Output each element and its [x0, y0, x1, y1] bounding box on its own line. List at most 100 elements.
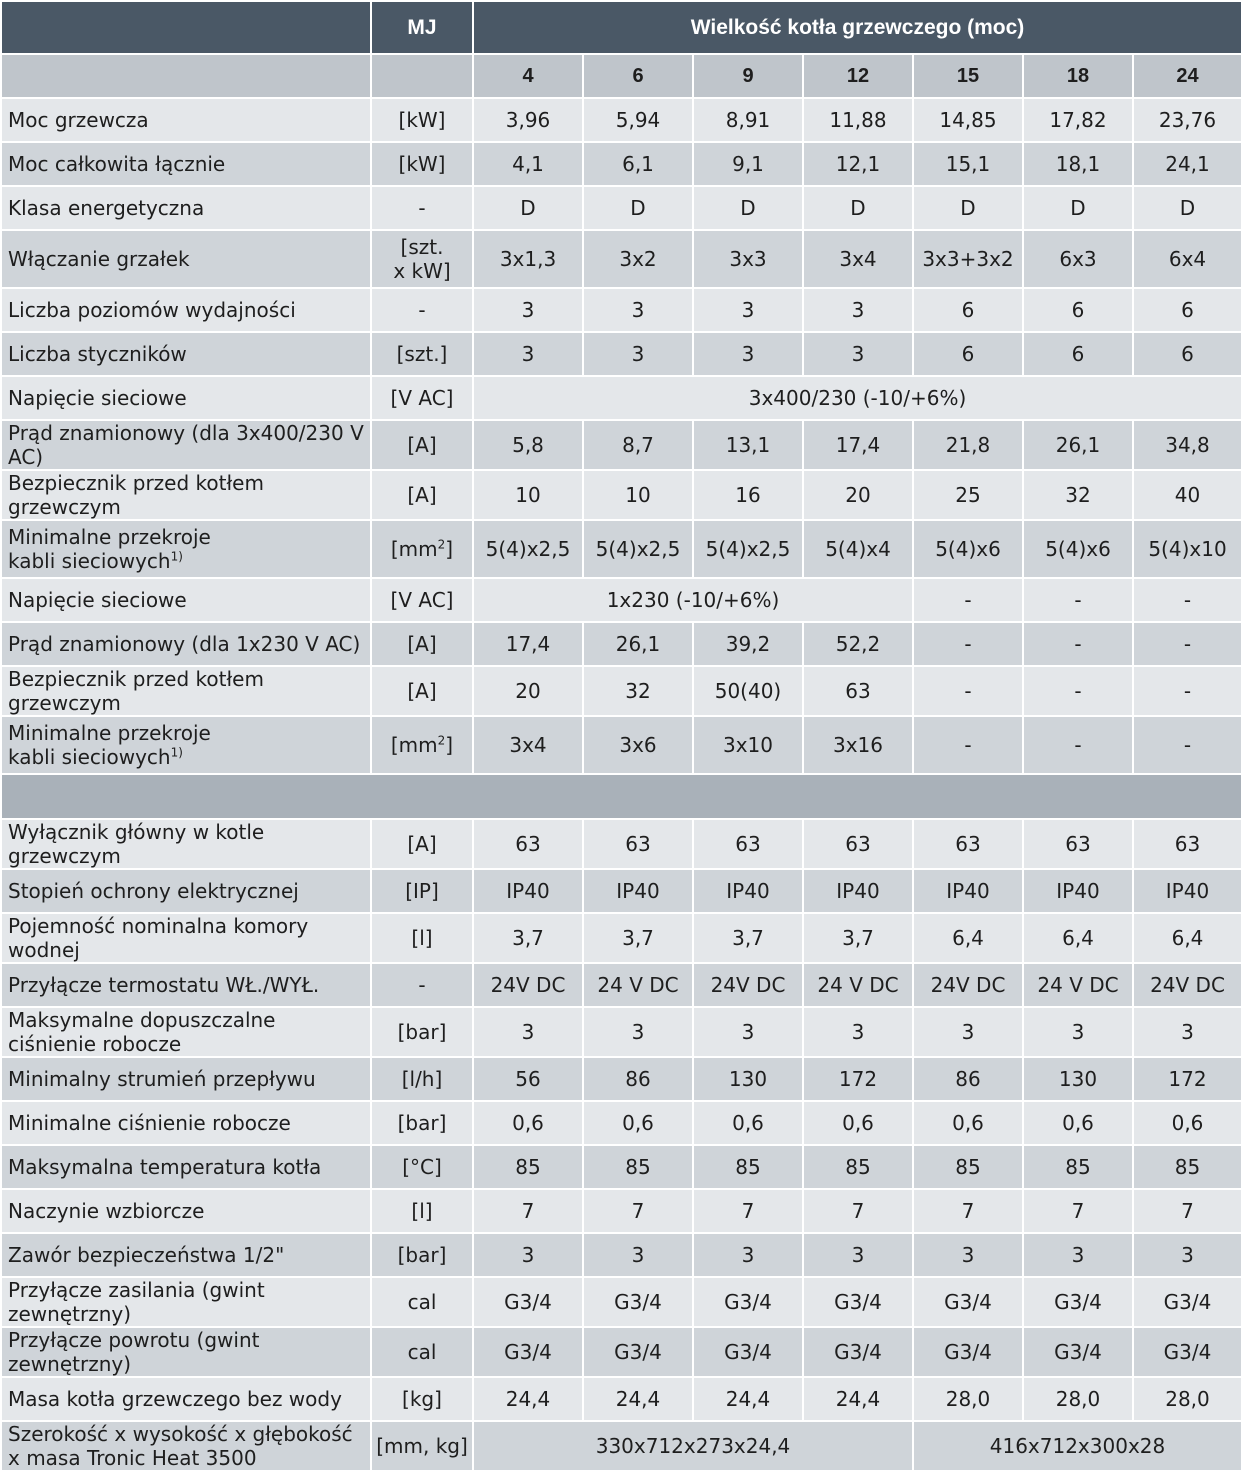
label-line: Minimalne przekroje: [8, 525, 211, 549]
row-label: Minimalny strumień przepływu: [0, 1056, 372, 1102]
cell: -: [912, 715, 1024, 775]
cell: 24 V DC: [582, 962, 694, 1008]
cell: G3/4: [472, 1326, 584, 1378]
cell: -: [912, 577, 1024, 623]
section-separator: [0, 773, 1241, 820]
cell: IP40: [472, 868, 584, 914]
header-group-title: Wielkość kotła grzewczego (moc): [472, 0, 1241, 55]
cell: 7: [472, 1188, 584, 1234]
cell: -: [1132, 621, 1241, 667]
cell: 63: [1022, 818, 1134, 870]
row-unit: [bar]: [370, 1006, 474, 1058]
label-line: x masa Tronic Heat 3500: [8, 1446, 257, 1470]
cell: G3/4: [582, 1276, 694, 1328]
unit-text: [mm: [390, 733, 438, 757]
table-row: Minimalne ciśnienie robocze [bar] 0,6 0,…: [0, 1100, 1241, 1146]
cell: 18,1: [1022, 141, 1134, 187]
cell: 3: [472, 331, 584, 377]
cell: 172: [1132, 1056, 1241, 1102]
table-row: Włączanie grzałek [szt. x kW] 3x1,3 3x2 3…: [0, 229, 1241, 289]
cell: 5(4)x6: [1022, 519, 1134, 579]
cell: 63: [1132, 818, 1241, 870]
cell: 130: [692, 1056, 804, 1102]
row-label: Naczynie wzbiorcze: [0, 1188, 372, 1234]
cell: G3/4: [472, 1276, 584, 1328]
cell: 3: [802, 1006, 914, 1058]
row-unit: [mm, kg]: [370, 1420, 474, 1472]
cell: G3/4: [692, 1326, 804, 1378]
unit-superscript: 2: [437, 537, 446, 552]
cell: 7: [692, 1188, 804, 1234]
cell: 4,1: [472, 141, 584, 187]
cell: 24,4: [582, 1376, 694, 1422]
header-sub-empty: [0, 53, 372, 99]
cell: 26,1: [1022, 419, 1134, 471]
table-row: Napięcie sieciowe [V AC] 3x400/230 (-10/…: [0, 375, 1241, 421]
row-label: Liczba styczników: [0, 331, 372, 377]
size-header: 4: [472, 53, 584, 99]
header-sizes-row: 4 6 9 12 15 18 24: [0, 53, 1241, 99]
row-unit: [kW]: [370, 97, 474, 143]
row-unit: [A]: [370, 621, 474, 667]
row-unit: [A]: [370, 665, 474, 717]
cell: 26,1: [582, 621, 694, 667]
cell: 3x10: [692, 715, 804, 775]
row-label: Liczba poziomów wydajności: [0, 287, 372, 333]
cell: 0,6: [1132, 1100, 1241, 1146]
cell: 3: [802, 331, 914, 377]
cell: 3: [1022, 1232, 1134, 1278]
table-row: Pojemność nominalna komory wodnej [l] 3,…: [0, 912, 1241, 964]
cell: 0,6: [692, 1100, 804, 1146]
cell: 52,2: [802, 621, 914, 667]
cell: 3: [472, 1232, 584, 1278]
row-label: Masa kotła grzewczego bez wody: [0, 1376, 372, 1422]
row-label: Moc całkowita łącznie: [0, 141, 372, 187]
cell: G3/4: [912, 1276, 1024, 1328]
row-unit: [A]: [370, 419, 474, 471]
row-unit: [kW]: [370, 141, 474, 187]
cell: 6: [1022, 287, 1134, 333]
cell: 5,8: [472, 419, 584, 471]
cell: IP40: [912, 868, 1024, 914]
cell: 28,0: [912, 1376, 1024, 1422]
row-unit: [bar]: [370, 1100, 474, 1146]
size-header: 12: [802, 53, 914, 99]
cell: -: [1132, 715, 1241, 775]
label-line: kabli sieciowych: [8, 745, 171, 769]
cell: 63: [582, 818, 694, 870]
unit-text-end: ]: [445, 733, 454, 757]
row-unit: [V AC]: [370, 577, 474, 623]
cell: 130: [1022, 1056, 1134, 1102]
cell: 3: [692, 287, 804, 333]
row-label: Prąd znamionowy (dla 1x230 V AC): [0, 621, 372, 667]
row-label: Wyłącznik główny w kotle grzewczym: [0, 818, 372, 870]
cell: 32: [582, 665, 694, 717]
size-header: 9: [692, 53, 804, 99]
cell: 7: [1022, 1188, 1134, 1234]
row-unit: [bar]: [370, 1232, 474, 1278]
table-row: Prąd znamionowy (dla 3x400/230 V AC) [A]…: [0, 419, 1241, 471]
cell: 5(4)x2,5: [472, 519, 584, 579]
cell: 85: [692, 1144, 804, 1190]
cell: 63: [912, 818, 1024, 870]
cell: 24,4: [802, 1376, 914, 1422]
cell: 3: [802, 1232, 914, 1278]
cell: 6,4: [1022, 912, 1134, 964]
cell: 3: [802, 287, 914, 333]
table-row: Klasa energetyczna - D D D D D D D: [0, 185, 1241, 231]
cell: 24,4: [472, 1376, 584, 1422]
row-unit: [A]: [370, 469, 474, 521]
cell: 3,7: [472, 912, 584, 964]
label-line: ciśnienie robocze: [8, 1032, 182, 1056]
label-line: Maksymalne dopuszczalne: [8, 1008, 276, 1032]
row-unit: [V AC]: [370, 375, 474, 421]
cell: IP40: [1132, 868, 1241, 914]
cell: 7: [912, 1188, 1024, 1234]
cell: 6,1: [582, 141, 694, 187]
cell: 24V DC: [912, 962, 1024, 1008]
cell: 3,7: [692, 912, 804, 964]
row-label: Napięcie sieciowe: [0, 375, 372, 421]
cell: 17,4: [802, 419, 914, 471]
cell: 85: [472, 1144, 584, 1190]
cell: 16: [692, 469, 804, 521]
